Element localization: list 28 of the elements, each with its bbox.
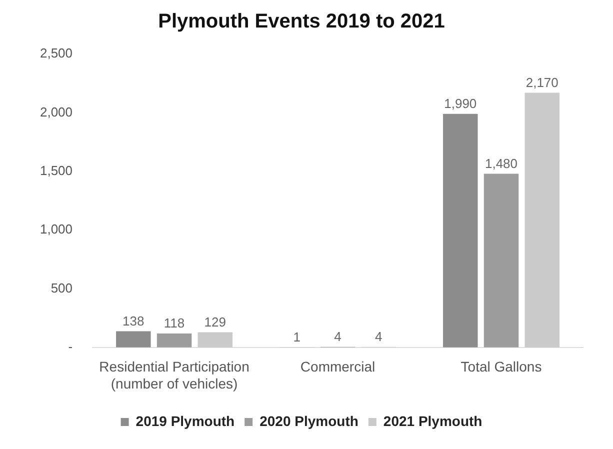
bar [443, 114, 478, 348]
bar [116, 331, 151, 348]
data-label: 118 [164, 316, 185, 331]
data-label: 1,480 [484, 156, 518, 171]
data-label: 138 [122, 313, 144, 328]
legend-label: 2020 Plymouth [260, 412, 358, 429]
x-tick-label: Residential Participation (number of vehicles) [99, 358, 250, 392]
y-tick-label: - [68, 338, 73, 354]
bar [156, 334, 192, 348]
legend-label: 2019 Plymouth [136, 412, 235, 429]
y-tick-label: 500 [50, 280, 73, 296]
bar [484, 174, 519, 348]
bar [524, 92, 560, 348]
data-label: 1 [293, 329, 301, 344]
x-tick-label: Total Gallons [460, 358, 542, 375]
y-tick-label: 1,500 [40, 162, 73, 178]
data-label: 2,170 [526, 74, 558, 90]
y-tick-label: 2,000 [40, 104, 73, 120]
y-tick-label: 2,500 [40, 46, 73, 61]
y-tick-label: 1,000 [40, 222, 73, 237]
data-label: 1,990 [444, 96, 477, 111]
legend-label: 2021 Plymouth [383, 412, 482, 429]
data-label: 4 [334, 329, 342, 344]
x-tick-label: Commercial [300, 358, 376, 375]
data-label: 129 [204, 314, 226, 330]
bar [198, 332, 233, 348]
chart-title: Plymouth Events 2019 to 2021 [158, 10, 445, 33]
data-label: 4 [375, 329, 382, 344]
